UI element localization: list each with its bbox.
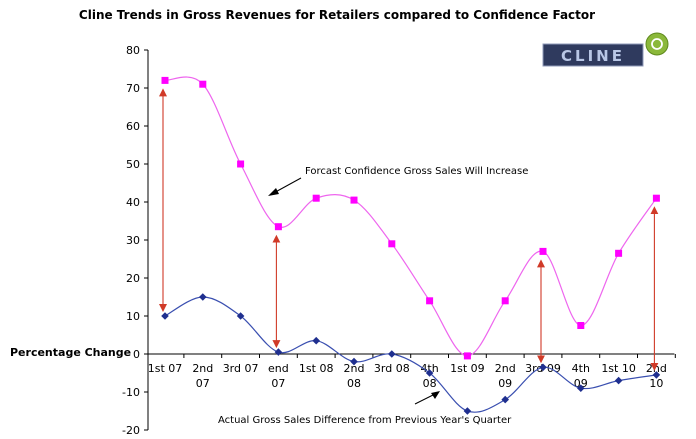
actual-point [501,395,509,404]
y-tick-label: 60 [126,120,140,133]
confidence-point [274,223,282,231]
confidence-point [161,76,169,84]
x-tick-label: 2nd [495,362,516,375]
series-line-actual [164,296,657,413]
y-tick-label: 10 [126,310,140,323]
confidence-point [463,352,471,360]
confidence-point [388,240,396,248]
y-tick-label: 0 [133,348,140,361]
actual-callout-arrowhead [431,391,440,399]
x-tick-label: 08 [423,377,437,390]
x-tick-label: 4th [572,362,590,375]
x-tick-label: 07 [271,377,285,390]
y-tick-label: 80 [126,44,140,57]
x-tick-label: 09 [498,377,512,390]
actual-point [312,336,320,345]
x-tick-label: 2nd [192,362,213,375]
y-tick-label: 20 [126,272,140,285]
y-axis-label: Percentage Change [10,346,131,359]
confidence-point [312,194,320,202]
y-tick-label: 50 [126,158,140,171]
actual-point [614,376,623,385]
x-tick-label: end [268,362,289,375]
logo-circle-mark [651,38,663,50]
confidence-point [350,196,358,204]
actual-point [199,293,207,301]
actual-point [652,371,661,379]
confidence-point [652,194,660,202]
logo-circle-icon [645,32,669,56]
actual-point [425,369,434,377]
confidence-point [615,249,623,257]
logo-bar [542,43,644,67]
actual-point [350,357,358,366]
x-tick-label: 3rd 08 [374,362,410,375]
gap-arrows [159,88,659,371]
x-tick-label: 1st 09 [450,362,485,375]
x-tick-label: 2nd [344,362,365,375]
x-tick-label: 3rd 07 [223,362,259,375]
confidence-annotation-text: Forcast Confidence Gross Sales Will Incr… [305,166,528,177]
actual-point [388,350,396,358]
x-tick-label: 07 [196,377,210,390]
confidence-point [199,80,207,88]
actual-point [539,363,547,372]
y-tick-label: -20 [122,424,140,437]
y-tick-label: 40 [126,196,140,209]
x-tick-label: 10 [649,377,663,390]
actual-annotation-text: Actual Gross Sales Difference from Previ… [218,415,512,426]
actual-point [463,407,472,415]
x-tick-label: 08 [347,377,361,390]
chart-title: Cline Trends in Gross Revenues for Retai… [79,8,595,22]
y-tick-label: 30 [126,234,140,247]
confidence-point [426,297,434,305]
actual-point [161,312,169,320]
x-tick-label: 1st 08 [299,362,334,375]
actual-point [274,348,283,356]
actual-point [236,312,245,320]
confidence-point [577,322,585,329]
x-categories: 1st 07 2nd 07 3rd 07 end 07 1st 08 2nd 08 3rd 08 4… [148,354,676,390]
y-tick-label: 70 [126,82,140,95]
actual-point [577,384,585,392]
series-markers [161,76,661,415]
confidence-point [501,297,509,305]
confidence-annotation: Forcast Confidence Gross Sales Will Incr… [268,166,528,196]
logo-text: CLINE [561,47,625,65]
confidence-callout-arrowhead [268,188,279,196]
confidence-point [237,160,245,168]
x-tick-label: 1st 10 [601,362,636,375]
y-tick-label: -10 [122,386,140,399]
cline-logo: CLINE [542,32,669,67]
confidence-point [539,247,547,255]
x-tick-label: 1st 07 [148,362,183,375]
x-tick-label: 4th [420,362,438,375]
y-ticks: -20 -10 0 10 20 30 40 50 60 70 80 [122,44,148,437]
actual-annotation: Actual Gross Sales Difference from Previ… [218,391,512,426]
